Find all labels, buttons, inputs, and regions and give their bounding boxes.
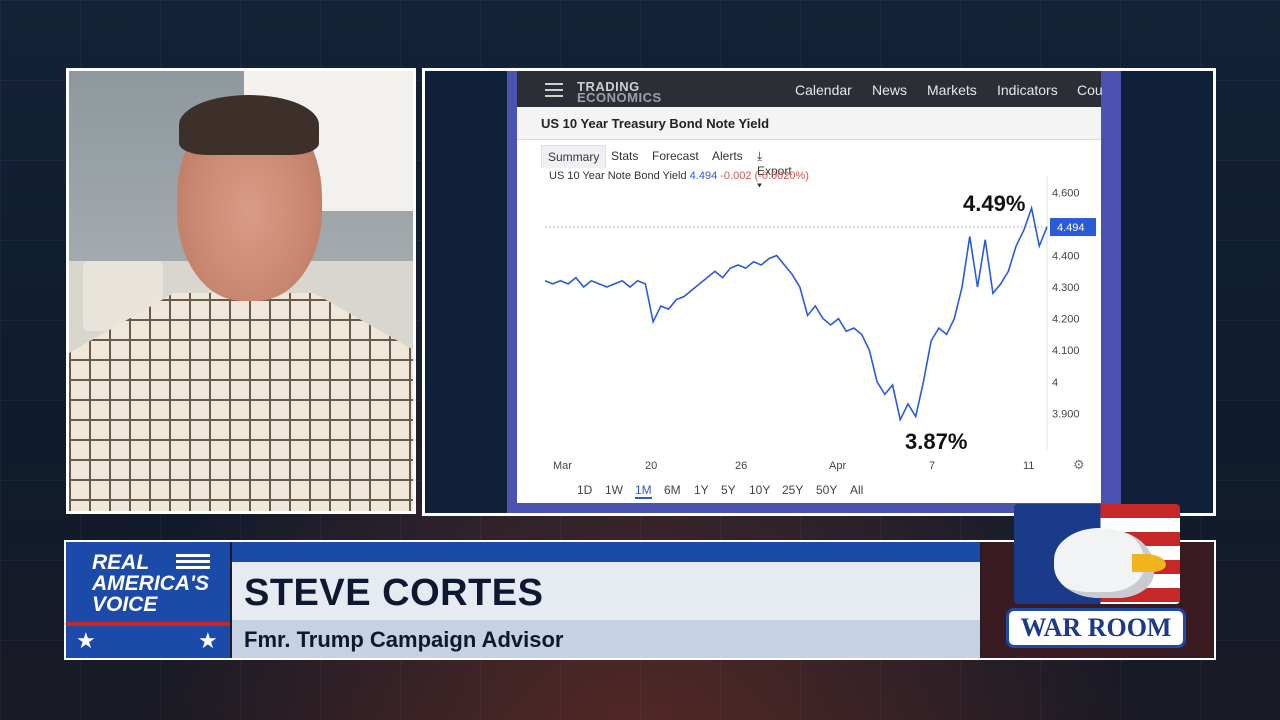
network-name-line3: VOICE [92, 593, 158, 616]
site-logo-line1[interactable]: TRADING [577, 79, 640, 94]
nav-countries[interactable]: Cou [1077, 82, 1103, 98]
star-icon: ★ [198, 628, 218, 653]
camera-person-shirt [69, 293, 413, 511]
star-icon: ★ [76, 628, 96, 653]
annotation-high: 4.49% [963, 191, 1026, 216]
gear-icon[interactable]: ⚙ [1073, 457, 1085, 472]
x-tick-label: 20 [645, 460, 658, 472]
network-red-bar [66, 622, 230, 626]
network-logo: REAL AMERICA'S VOICE ★ ★ [66, 542, 230, 658]
chart-legend: US 10 Year Note Bond Yield 4.494 -0.002 … [549, 170, 809, 182]
name-plate: STEVE CORTES Fmr. Trump Campaign Advisor [232, 542, 980, 658]
hamburger-menu-icon[interactable] [545, 83, 563, 97]
nav-news[interactable]: News [872, 82, 908, 98]
x-tick-label: Apr [829, 460, 847, 472]
guest-title-bar: Fmr. Trump Campaign Advisor [232, 620, 980, 658]
yield-chart[interactable]: 4.6004.5004.4004.3004.2004.10043.9004.49… [517, 71, 1101, 503]
network-name-line2: AMERICA'S [92, 572, 209, 595]
range-50y[interactable]: 50Y [816, 483, 838, 497]
y-tick-label: 4.400 [1052, 250, 1080, 262]
nav-indicators[interactable]: Indicators [997, 82, 1058, 98]
tab-export-label: Export [757, 164, 792, 178]
show-name: WAR ROOM [1020, 613, 1172, 642]
eagle-beak [1132, 554, 1166, 572]
site-navbar: TRADING ECONOMICS Calendar News Markets … [517, 71, 1103, 107]
legend-label: US 10 Year Note Bond Yield [549, 170, 687, 182]
network-name-line1: REAL [92, 551, 150, 574]
screen-share: TRADING ECONOMICS Calendar News Markets … [422, 68, 1216, 516]
x-tick-label: 7 [929, 460, 936, 472]
site-logo-line2[interactable]: ECONOMICS [577, 90, 662, 105]
flag-stripes [176, 554, 210, 570]
guest-name: STEVE CORTES [244, 572, 544, 614]
web-page: TRADING ECONOMICS Calendar News Markets … [517, 71, 1103, 503]
tab-summary[interactable]: Summary [541, 145, 607, 168]
series-line [544, 205, 1048, 423]
war-room-banner: WAR ROOM [1006, 608, 1186, 648]
current-value-badge [1050, 218, 1096, 237]
tab-export[interactable]: ⤓ Export ▾ [757, 149, 792, 192]
range-1y[interactable]: 1Y [694, 483, 709, 497]
y-tick-label: 4.100 [1052, 345, 1080, 357]
tab-stats[interactable]: Stats [611, 149, 639, 163]
range-all[interactable]: All [850, 483, 864, 497]
legend-change: -0.002 (-0.0020%) [720, 170, 809, 182]
range-1m[interactable]: 1M [635, 483, 652, 499]
war-room-logo: WAR ROOM [1006, 504, 1186, 654]
page-title-bar: US 10 Year Treasury Bond Note Yield [517, 107, 1101, 140]
current-value-label: 4.494 [1057, 222, 1085, 234]
guest-title: Fmr. Trump Campaign Advisor [244, 627, 564, 652]
nav-markets[interactable]: Markets [927, 82, 977, 98]
x-tick-label: 26 [735, 460, 748, 472]
camera-person-hair [179, 95, 319, 155]
tab-alerts[interactable]: Alerts [712, 149, 743, 163]
range-6m[interactable]: 6M [664, 483, 681, 497]
nav-calendar[interactable]: Calendar [795, 82, 852, 98]
tab-forecast[interactable]: Forecast [652, 149, 699, 163]
y-tick-label: 4 [1052, 377, 1058, 389]
range-1w[interactable]: 1W [605, 483, 623, 497]
range-5y[interactable]: 5Y [721, 483, 736, 497]
annotation-low: 3.87% [905, 429, 968, 454]
camera-feed [66, 68, 416, 514]
name-plate-topbar [232, 542, 980, 562]
y-tick-label: 4.600 [1052, 187, 1080, 199]
y-tick-label: 4.300 [1052, 282, 1080, 294]
x-tick-label: Mar [553, 460, 572, 472]
range-1d[interactable]: 1D [577, 483, 593, 497]
y-tick-label: 4.200 [1052, 314, 1080, 326]
range-10y[interactable]: 10Y [749, 483, 771, 497]
x-tick-label: 11 [1023, 460, 1035, 472]
range-25y[interactable]: 25Y [782, 483, 804, 497]
legend-value: 4.494 [689, 170, 718, 182]
y-tick-label: 3.900 [1052, 408, 1080, 420]
page-title: US 10 Year Treasury Bond Note Yield [541, 116, 770, 131]
